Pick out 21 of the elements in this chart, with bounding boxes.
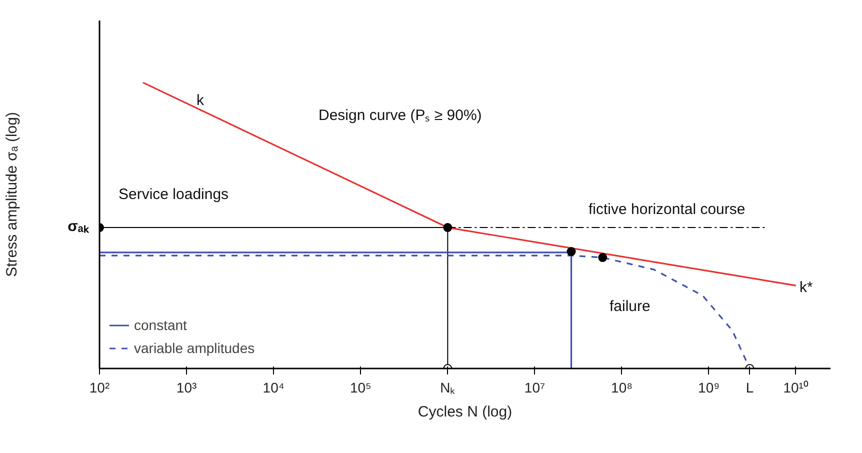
annotation: k <box>196 92 204 109</box>
annotation: k* <box>800 279 813 296</box>
x-axis-title: Cycles N (log) <box>418 404 512 420</box>
x-tick-label: 10⁸ <box>611 380 633 396</box>
x-tick-label: L <box>746 380 754 396</box>
x-tick-label: 10⁵ <box>350 380 372 396</box>
x-tick-label: 10⁹ <box>698 380 720 396</box>
x-tick-label: 10¹⁰ <box>783 380 808 396</box>
text: σₐₖ <box>68 218 90 235</box>
annotation: Service loadings <box>118 186 229 203</box>
x-tick-label: Nₖ <box>440 380 456 396</box>
legend-label: constant <box>134 317 187 333</box>
x-tick-label: 10⁷ <box>524 380 546 396</box>
annotation: fictive horizontal course <box>588 201 746 218</box>
x-tick-label: 10³ <box>176 380 197 396</box>
legend-label: variable amplitudes <box>134 340 255 356</box>
annotation: Design curve (Pₛ ≥ 90%) <box>318 107 482 124</box>
x-tick-label: 10² <box>89 380 110 396</box>
annotation: failure <box>610 298 650 315</box>
y-axis-title: Stress amplitude σₐ (log) <box>4 112 21 277</box>
x-tick-label: 10⁴ <box>262 380 284 396</box>
